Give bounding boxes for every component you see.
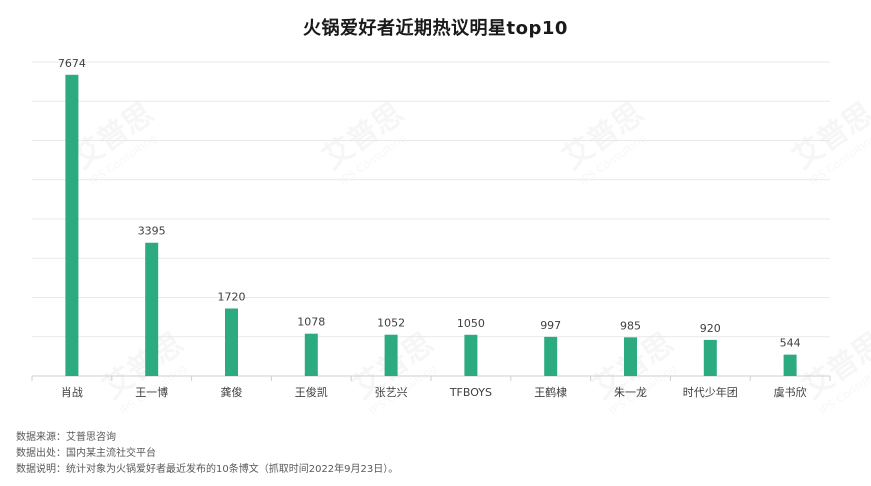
data-label: 544 [780,337,801,350]
x-tick-label: 朱一龙 [614,386,647,399]
bar-chart: 7674 肖战 3395 王一博 1720 龚俊 1078 王俊凯 1052 张艺兴 1050 TFB… [31,57,831,399]
bar [783,354,797,376]
chart-title: 火锅爱好者近期热议明星top10 [303,18,568,39]
data-label: 3395 [138,225,166,238]
x-tick-label: 肖战 [61,385,83,399]
footer-source: 数据来源：艾普思咨询 [16,432,116,443]
bar [624,337,637,376]
bar [65,74,79,376]
footer-origin: 数据出处：国内某主流社交平台 [16,448,156,459]
data-label: 920 [700,322,721,335]
data-label: 1050 [457,317,485,330]
x-tick-label: 王一博 [135,386,168,399]
x-tick-label: TFBOYS [449,386,492,399]
x-tick-label: 龚俊 [221,385,243,399]
bar [384,334,398,376]
bar [304,333,318,376]
data-label: 1720 [218,290,246,303]
bar [225,308,238,376]
bar [145,242,159,376]
data-label: 1078 [297,316,325,329]
x-tick-label: 王俊凯 [295,385,328,399]
data-label: 7674 [58,57,86,70]
data-label: 1052 [377,317,405,330]
x-tick-label: 张艺兴 [375,386,408,399]
footer-note: 数据说明：统计对象为火锅爱好者最近发布的10条博文（抓取时间2022年9月23日… [16,464,399,475]
data-label: 997 [540,319,561,332]
x-tick-label: 时代少年团 [683,385,738,399]
bar [703,339,717,376]
x-tick-label: 王鹤棣 [534,385,567,399]
bar [544,336,558,376]
chart-footer: 数据来源：艾普思咨询 数据出处：国内某主流社交平台 数据说明：统计对象为火锅爱好… [16,430,398,478]
data-label: 985 [620,319,641,332]
x-tick-label: 虞书欣 [774,385,807,399]
bar [464,334,478,376]
